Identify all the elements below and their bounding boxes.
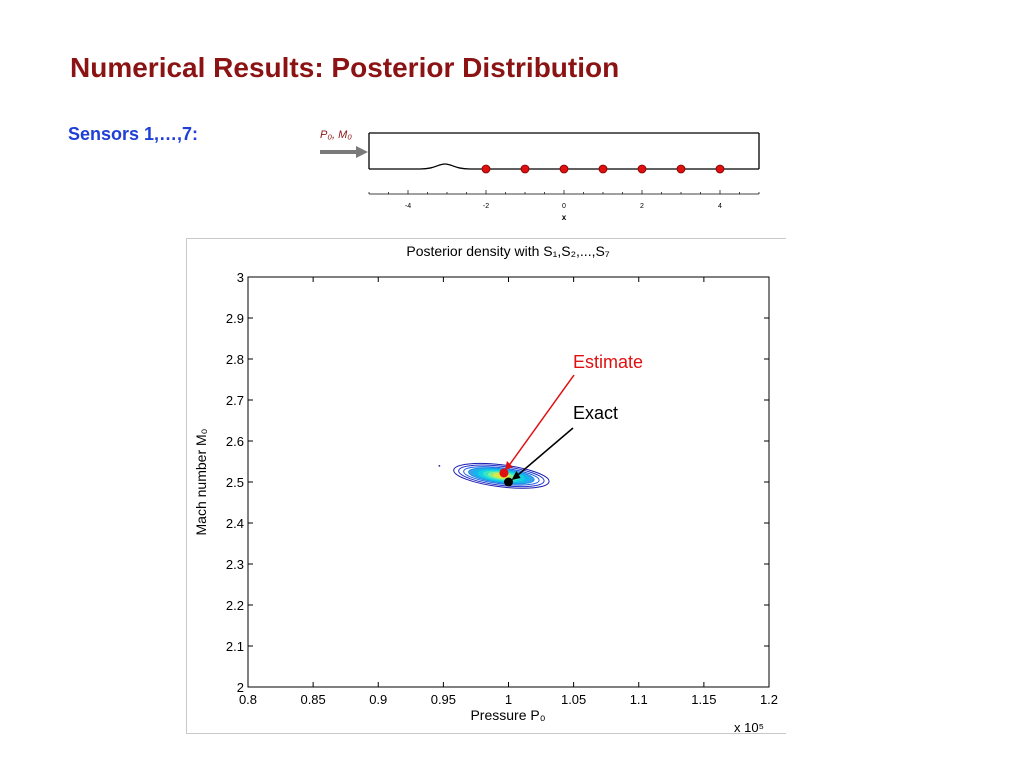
chart-title: Posterior density with S₁,S₂,...,S₇ [406, 243, 609, 259]
y-axis-label: Mach number M₀ [193, 428, 209, 535]
x-tick-label: 1.1 [630, 692, 648, 707]
y-tick-label: 2.5 [226, 475, 244, 490]
nozzle-tick-label: -2 [483, 203, 489, 210]
contour-level-2 [458, 464, 545, 488]
sensor-dot-4 [598, 164, 608, 174]
posterior-contours [438, 462, 550, 489]
inflow-arrow-icon [320, 146, 368, 158]
contour-level-3 [463, 466, 540, 486]
y-tick-label: 2.9 [226, 311, 244, 326]
nozzle-tick-label: 0 [562, 203, 566, 210]
exact-point [504, 477, 513, 487]
nozzle-diagram: P₀, M₀ -4 -2 0 2 4 x [320, 129, 760, 222]
sensor-dot-3 [559, 164, 569, 174]
posterior-plot: Posterior density with S₁,S₂,...,S₇ 0.8 0… [186, 238, 786, 735]
x-multiplier: x 10⁵ [734, 720, 764, 735]
y-tick-label: 2 [237, 680, 244, 695]
inlet-label: P₀, M₀ [320, 129, 352, 141]
y-tick-label: 2.1 [226, 639, 244, 654]
x-tick-label: 1 [505, 692, 512, 707]
x-tick-label: 0.95 [431, 692, 456, 707]
nozzle-tick-label: 4 [718, 203, 722, 210]
y-tick-label: 2.6 [226, 434, 244, 449]
x-tick-label: 0.85 [300, 692, 325, 707]
x-tick-label: 1.05 [561, 692, 586, 707]
x-axis-label: Pressure P₀ [470, 707, 545, 723]
y-tick-label: 2.4 [226, 516, 244, 531]
nozzle-xlabel: x [562, 213, 567, 222]
nozzle-tick-label: -4 [405, 203, 411, 210]
sensor-dot-2 [520, 164, 530, 174]
estimate-arrow-line [507, 374, 575, 468]
nozzle-tick-label: 2 [640, 203, 644, 210]
x-tick-label: 0.9 [369, 692, 387, 707]
annotations: Exact Estimate [499, 352, 643, 487]
sensor-dot-6 [676, 164, 686, 174]
estimate-label: Estimate [573, 352, 643, 372]
exact-label: Exact [573, 403, 618, 423]
slide-title: Numerical Results: Posterior Distributio… [70, 52, 620, 83]
y-tick-label: 2.8 [226, 352, 244, 367]
x-tick-label: 1.15 [691, 692, 716, 707]
x-tick-label: 0.8 [239, 692, 257, 707]
sensor-dot-5 [637, 164, 647, 174]
exact-arrow-line [515, 427, 574, 478]
axis-ticks: 0.8 0.85 0.9 0.95 1 1.05 1.1 1.15 1.2 2 2.1 2.2 2.3 2… [226, 270, 778, 707]
y-tick-label: 3 [237, 270, 244, 285]
sensor-dot-7 [715, 164, 725, 174]
estimate-arrowhead [504, 460, 513, 470]
contour-level-1 [453, 462, 550, 489]
x-tick-label: 1.2 [760, 692, 778, 707]
sensor-dots [481, 164, 725, 174]
y-tick-label: 2.7 [226, 393, 244, 408]
sensors-label: Sensors 1,…,7: [68, 124, 199, 144]
sensor-dot-1 [481, 164, 491, 174]
nozzle-walls [368, 132, 760, 170]
estimate-point [499, 468, 509, 478]
nozzle-axis: -4 -2 0 2 4 [368, 190, 760, 210]
y-tick-label: 2.2 [226, 598, 244, 613]
contour-speck [438, 464, 441, 467]
y-tick-label: 2.3 [226, 557, 244, 572]
exact-arrowhead [511, 471, 521, 480]
